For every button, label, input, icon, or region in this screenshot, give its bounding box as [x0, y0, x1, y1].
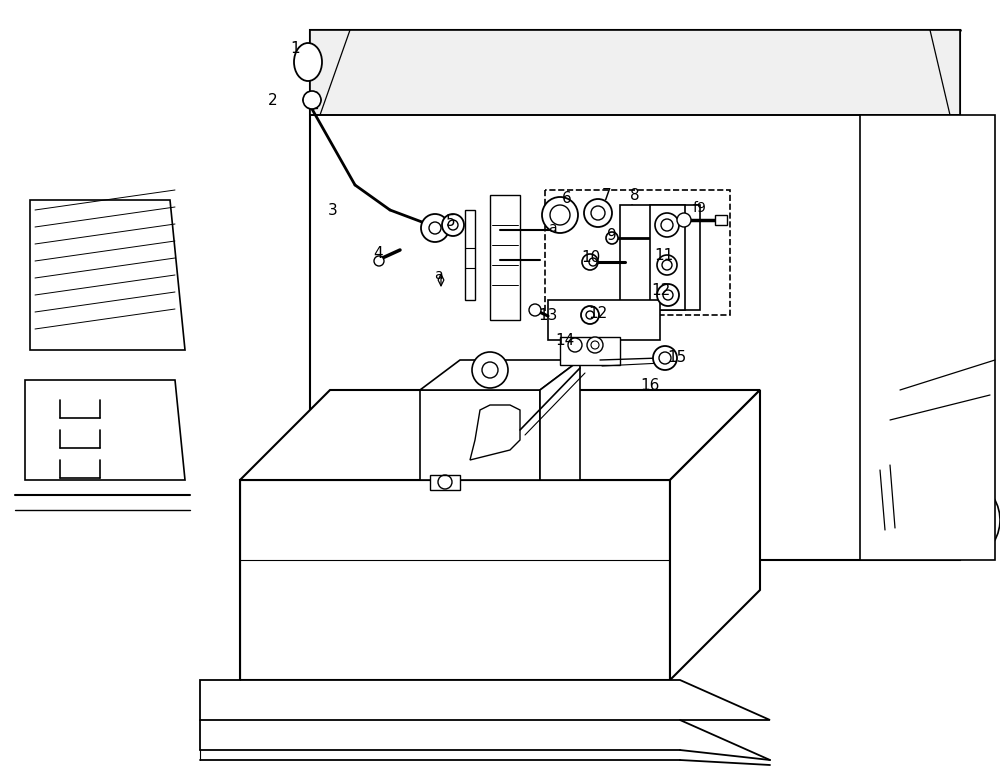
Polygon shape: [420, 360, 580, 390]
Polygon shape: [465, 210, 475, 300]
Circle shape: [374, 256, 384, 266]
Circle shape: [662, 260, 672, 270]
Text: 1: 1: [290, 41, 300, 56]
Circle shape: [421, 214, 449, 242]
Polygon shape: [650, 205, 685, 310]
Circle shape: [303, 91, 321, 109]
Text: 8: 8: [630, 187, 640, 202]
Circle shape: [584, 199, 612, 227]
Polygon shape: [30, 200, 185, 350]
Text: 6: 6: [562, 191, 572, 205]
Text: 4: 4: [373, 245, 383, 260]
Polygon shape: [420, 390, 540, 480]
Circle shape: [657, 284, 679, 306]
Circle shape: [659, 352, 671, 364]
Text: f9: f9: [693, 201, 707, 215]
Text: 11: 11: [654, 248, 674, 263]
Circle shape: [591, 206, 605, 220]
Polygon shape: [560, 337, 620, 365]
Circle shape: [442, 214, 464, 236]
Circle shape: [542, 197, 578, 233]
Text: 5: 5: [446, 213, 456, 228]
Circle shape: [550, 205, 570, 225]
Circle shape: [586, 311, 594, 319]
Polygon shape: [240, 480, 670, 680]
Text: 13: 13: [538, 307, 558, 322]
Circle shape: [655, 213, 679, 237]
Text: 9: 9: [607, 227, 617, 242]
Text: 7: 7: [602, 187, 612, 202]
Polygon shape: [430, 475, 460, 490]
Circle shape: [653, 346, 677, 370]
Polygon shape: [490, 195, 520, 320]
Polygon shape: [548, 300, 660, 340]
Circle shape: [472, 352, 508, 388]
Text: 15: 15: [667, 350, 687, 365]
Circle shape: [581, 306, 599, 324]
Circle shape: [589, 258, 597, 266]
Circle shape: [568, 338, 582, 352]
Polygon shape: [240, 390, 760, 480]
Circle shape: [677, 213, 691, 227]
Circle shape: [529, 304, 541, 316]
Polygon shape: [670, 390, 760, 680]
Circle shape: [661, 219, 673, 231]
Polygon shape: [860, 115, 995, 560]
Polygon shape: [620, 205, 700, 310]
Polygon shape: [540, 360, 580, 480]
Text: 3: 3: [328, 202, 338, 217]
Polygon shape: [310, 30, 960, 560]
Circle shape: [591, 341, 599, 349]
Text: a: a: [548, 221, 556, 235]
Text: 12: 12: [588, 306, 608, 321]
Circle shape: [429, 222, 441, 234]
Text: 14: 14: [555, 332, 575, 347]
Circle shape: [606, 232, 618, 244]
Ellipse shape: [294, 43, 322, 81]
Text: 12: 12: [651, 282, 671, 297]
Text: 16: 16: [640, 378, 660, 393]
Circle shape: [482, 362, 498, 378]
Polygon shape: [310, 30, 960, 115]
Circle shape: [448, 220, 458, 230]
Polygon shape: [715, 215, 727, 225]
Polygon shape: [200, 680, 770, 720]
Circle shape: [582, 254, 598, 270]
Circle shape: [657, 255, 677, 275]
Polygon shape: [25, 380, 185, 480]
Circle shape: [663, 290, 673, 300]
Text: a: a: [434, 268, 442, 282]
Text: 10: 10: [581, 251, 601, 266]
Polygon shape: [470, 405, 520, 460]
Text: 2: 2: [268, 93, 278, 107]
Circle shape: [587, 337, 603, 353]
